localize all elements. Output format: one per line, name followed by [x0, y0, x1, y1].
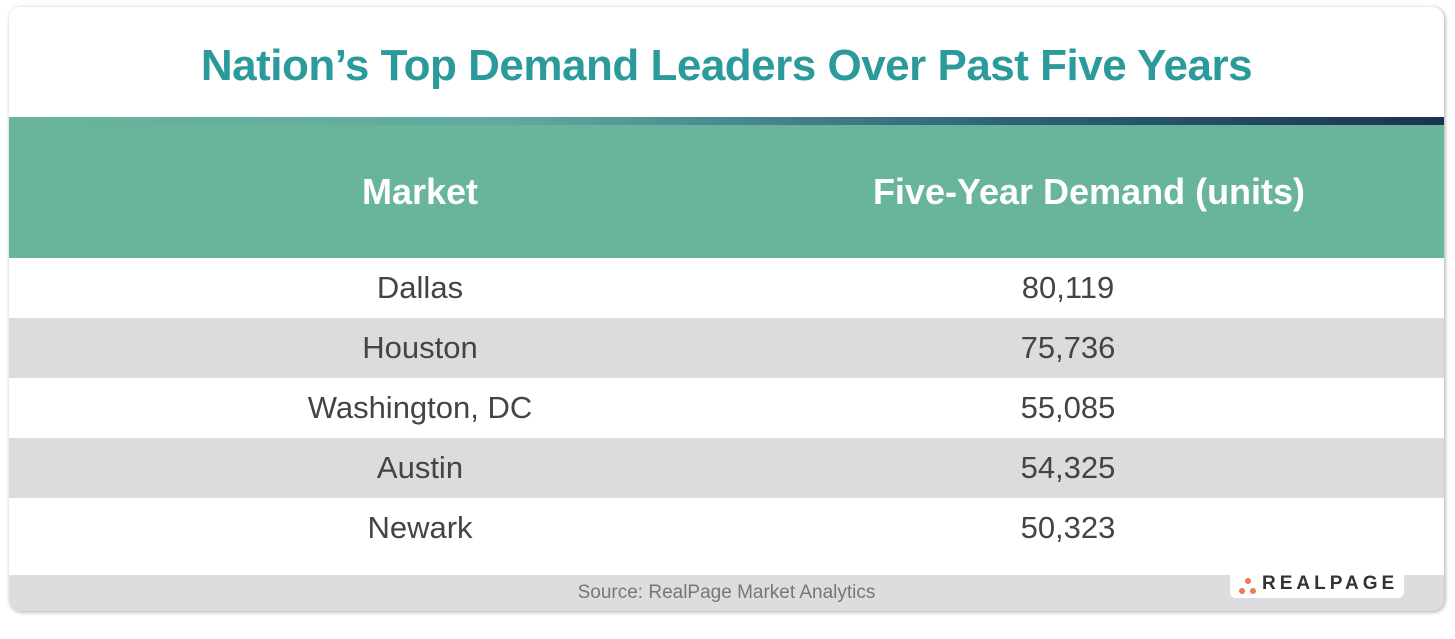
demand-cell: 75,736: [1020, 330, 1116, 365]
demand-cell: 80,119: [1021, 270, 1115, 305]
table-row: Austin 54,325: [9, 438, 1444, 498]
table-row: Houston 75,736: [9, 318, 1444, 378]
demand-cell: 50,323: [1020, 510, 1116, 545]
table-row: Newark 50,323: [9, 498, 1444, 558]
gradient-strip: [9, 117, 1444, 125]
logo-dot-icon: [1239, 588, 1245, 594]
source-footer: Source: RealPage Market Analytics: [9, 575, 1444, 611]
demand-cell: 54,325: [1020, 450, 1116, 485]
market-cell: Washington, DC: [307, 390, 533, 425]
realpage-logo: REALPAGE: [1230, 569, 1404, 598]
market-cell: Austin: [376, 450, 464, 485]
market-cell: Dallas: [376, 270, 464, 305]
demand-table-card: Nation’s Top Demand Leaders Over Past Fi…: [9, 7, 1444, 611]
header-row: [9, 117, 1444, 258]
header-demand: Five-Year Demand (units): [872, 171, 1306, 212]
market-cell: Newark: [367, 510, 473, 545]
table-row: Washington, DC 55,085: [9, 378, 1444, 438]
table-row: Dallas 80,119: [9, 258, 1444, 318]
header-market: Market: [361, 171, 479, 212]
demand-cell: 55,085: [1020, 390, 1116, 425]
logo-dot-icon: [1250, 588, 1256, 594]
logo-dot-icon: [1245, 578, 1251, 584]
market-cell: Houston: [362, 330, 478, 365]
table-title: Nation’s Top Demand Leaders Over Past Fi…: [200, 41, 1253, 90]
logo-text: REALPAGE: [1262, 573, 1399, 594]
